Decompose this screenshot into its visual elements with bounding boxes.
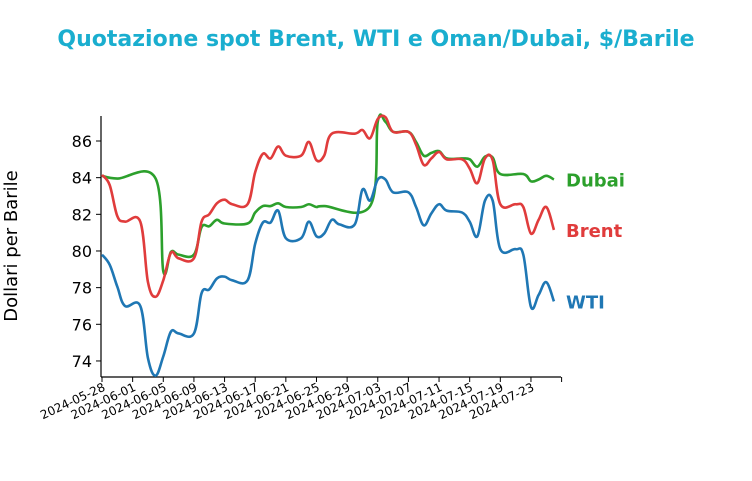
y-tick-label: 76	[72, 315, 92, 334]
y-axis-label: Dollari per Barile	[1, 170, 22, 322]
y-tick-label: 84	[72, 169, 92, 188]
series-line-wti	[100, 175, 556, 377]
y-tick-label: 80	[72, 242, 92, 261]
series-label-dubai: Dubai	[566, 170, 625, 191]
y-tick-label: 78	[72, 279, 92, 298]
series-line-brent	[100, 114, 556, 299]
y-tick-label: 82	[72, 205, 92, 224]
chart-title: Quotazione spot Brent, WTI e Oman/Dubai,…	[57, 27, 694, 52]
series-label-wti: WTI	[566, 292, 605, 313]
y-tick-label: 74	[72, 352, 92, 371]
series-label-brent: Brent	[566, 221, 623, 242]
y-tick-label: 86	[72, 132, 92, 151]
